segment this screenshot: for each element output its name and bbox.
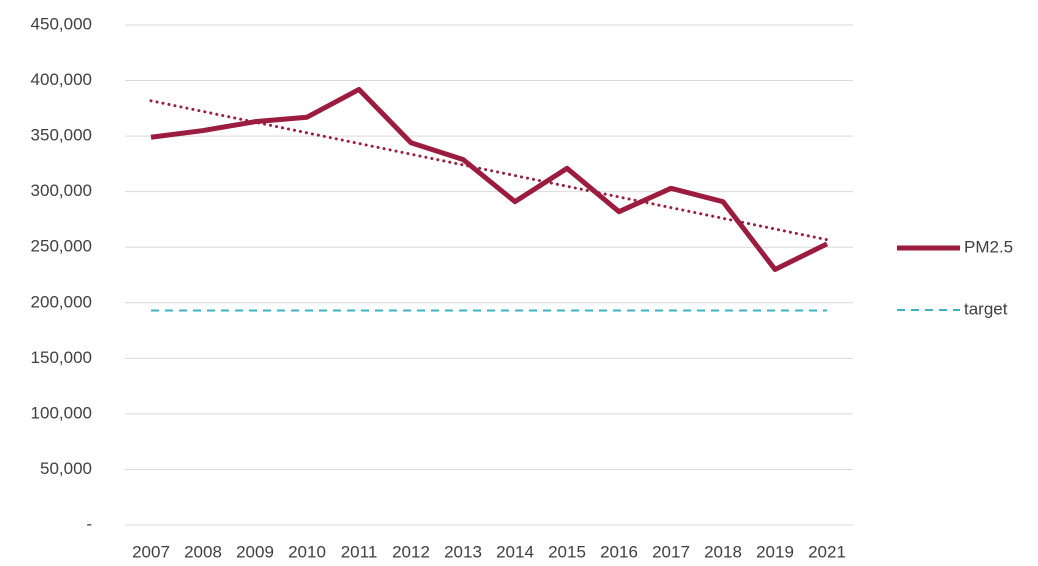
y-tick-label: 100,000 <box>31 403 92 422</box>
y-tick-label: 250,000 <box>31 237 92 256</box>
line-series <box>150 86 829 272</box>
y-tick-label: 450,000 <box>31 14 92 33</box>
x-tick-label: 2018 <box>704 542 742 561</box>
x-tick-label: 2019 <box>756 542 794 561</box>
y-tick-label: 300,000 <box>31 181 92 200</box>
x-tick-label: 2007 <box>132 542 170 561</box>
y-tick-label: 400,000 <box>31 70 92 89</box>
x-tick-label: 2010 <box>288 542 326 561</box>
legend-label: target <box>964 299 1008 318</box>
x-tick-label: 2011 <box>341 542 378 561</box>
x-tick-label: 2021 <box>808 542 846 561</box>
x-tick-label: 2015 <box>548 542 586 561</box>
y-tick-label: 50,000 <box>40 459 92 478</box>
x-tick-label: 2013 <box>444 542 482 561</box>
x-tick-label: 2009 <box>236 542 274 561</box>
legend-label: PM2.5 <box>964 237 1013 256</box>
x-tick-label: 2014 <box>496 542 534 561</box>
y-tick-label: - <box>86 514 92 533</box>
y-tick-label: 200,000 <box>31 292 92 311</box>
x-tick-label: 2017 <box>652 542 690 561</box>
x-tick-label: 2008 <box>184 542 222 561</box>
x-tick-label: 2016 <box>600 542 638 561</box>
y-tick-label: 150,000 <box>31 348 92 367</box>
x-tick-label: 2012 <box>392 542 430 561</box>
y-tick-label: 350,000 <box>31 126 92 145</box>
trendline <box>149 99 829 242</box>
